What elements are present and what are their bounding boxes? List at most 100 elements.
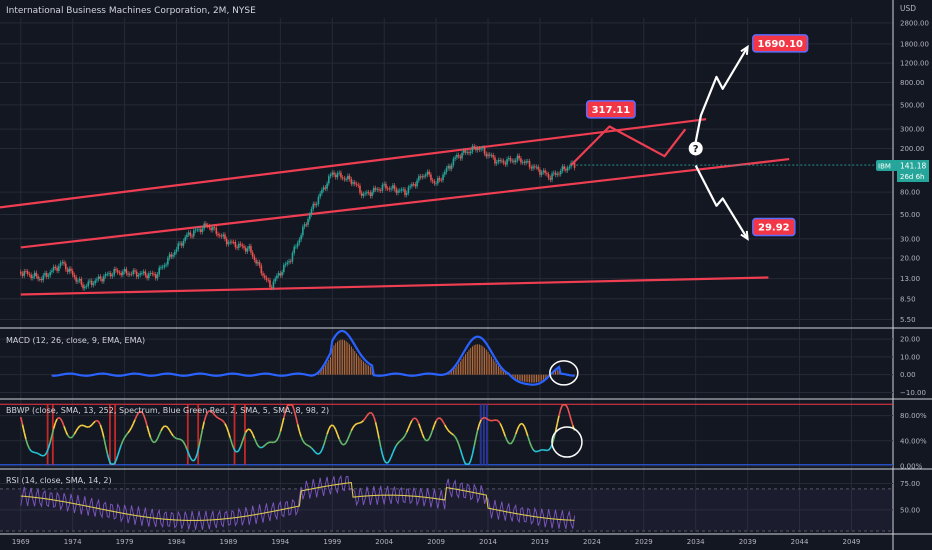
candle-body bbox=[161, 266, 164, 268]
bbwp-segment bbox=[539, 449, 542, 452]
candle-body bbox=[501, 160, 503, 162]
bbwp-low-bar bbox=[479, 404, 482, 465]
x-tick-1974: 1974 bbox=[64, 538, 82, 546]
candle-body bbox=[563, 166, 565, 169]
bbwp-segment bbox=[428, 434, 432, 439]
candle-body bbox=[402, 189, 405, 191]
projection-up[interactable] bbox=[694, 46, 749, 143]
candle-body bbox=[348, 175, 351, 180]
target-tag-1[interactable] bbox=[752, 34, 809, 53]
target-tag-3[interactable] bbox=[752, 217, 796, 237]
candle-body bbox=[392, 185, 394, 189]
trendlines[interactable] bbox=[0, 118, 790, 296]
bbwp-segment bbox=[239, 441, 244, 447]
trendline-1[interactable] bbox=[0, 118, 707, 209]
bbwp-segment bbox=[440, 418, 444, 423]
candle-body bbox=[234, 241, 237, 248]
candle-body bbox=[393, 185, 396, 190]
candle-body bbox=[502, 160, 505, 163]
x-tick-2034: 2034 bbox=[687, 538, 705, 546]
candle-body bbox=[206, 225, 209, 227]
bbwp-segment bbox=[508, 442, 511, 445]
candle-body bbox=[476, 148, 479, 151]
arrow-down-icon[interactable] bbox=[740, 230, 749, 241]
projections[interactable]: ? bbox=[570, 44, 749, 241]
last-price-value: 141.18 bbox=[900, 162, 926, 171]
bbwp-segment bbox=[411, 417, 415, 422]
bbwp-segment bbox=[160, 427, 164, 432]
bbwp-segment bbox=[418, 423, 422, 429]
trendline-2[interactable] bbox=[20, 157, 790, 249]
candle-body bbox=[385, 183, 387, 189]
candle-body bbox=[558, 173, 560, 175]
candle-body bbox=[303, 224, 306, 227]
candle-body bbox=[321, 189, 323, 194]
question-icon[interactable] bbox=[688, 141, 703, 156]
candle-body bbox=[165, 264, 167, 266]
candle-body bbox=[123, 269, 126, 272]
bbwp-segment bbox=[516, 425, 520, 430]
bbwp-segment bbox=[307, 444, 311, 448]
x-tick-2019: 2019 bbox=[531, 538, 549, 546]
bbwp-segment bbox=[106, 453, 110, 461]
projection-red[interactable] bbox=[570, 125, 687, 166]
candle-body bbox=[338, 172, 341, 174]
candle-body bbox=[373, 187, 375, 193]
bbwp-segment bbox=[352, 424, 356, 428]
candle-body bbox=[172, 254, 174, 257]
candle-body bbox=[461, 152, 463, 159]
target-tag-2[interactable] bbox=[585, 100, 636, 119]
candle-body bbox=[97, 276, 100, 280]
candle-body bbox=[59, 262, 62, 267]
bbwp-segment bbox=[196, 446, 200, 454]
candle-body bbox=[295, 246, 297, 248]
macd-tick: 0.00 bbox=[900, 371, 916, 379]
candle-body bbox=[523, 161, 526, 163]
candle-body bbox=[495, 162, 498, 164]
candle-body bbox=[288, 261, 290, 263]
price-tick: 1200.00 bbox=[900, 60, 929, 68]
bbwp-segment bbox=[328, 425, 332, 430]
bbwp-segment bbox=[229, 437, 233, 444]
bbwp-segment bbox=[336, 434, 340, 440]
bbwp-segment bbox=[296, 424, 301, 432]
candle-body bbox=[423, 176, 425, 178]
bbwp-segment bbox=[451, 432, 454, 436]
candle-body bbox=[540, 172, 543, 175]
candle-body bbox=[42, 275, 45, 281]
candle-body bbox=[552, 172, 555, 174]
bbwp-highlight-circle[interactable] bbox=[551, 426, 583, 458]
candle-body bbox=[68, 268, 71, 272]
bbwp-segment bbox=[484, 416, 487, 420]
candle-body bbox=[265, 277, 268, 280]
candle-body bbox=[146, 275, 148, 279]
bbwp-segment bbox=[291, 404, 295, 411]
annotations[interactable]: 1690.10 317.11 29.92 bbox=[585, 34, 809, 237]
bbwp-segment bbox=[219, 418, 222, 421]
candle-body bbox=[445, 168, 448, 173]
bbwp-segment bbox=[132, 419, 136, 425]
bbwp-segment bbox=[400, 437, 404, 441]
macd-highlight-circle[interactable] bbox=[549, 360, 579, 386]
candle-body bbox=[187, 232, 190, 235]
candle-body bbox=[381, 184, 384, 191]
trendline-3[interactable] bbox=[20, 276, 769, 296]
candle-body bbox=[63, 262, 65, 264]
bbwp-segment bbox=[331, 424, 335, 428]
candle-body bbox=[241, 244, 244, 247]
candle-body bbox=[37, 276, 39, 280]
bbwp-segment bbox=[101, 430, 105, 438]
bbwp-segment bbox=[348, 430, 353, 436]
candle-body bbox=[153, 273, 155, 275]
candle-body bbox=[293, 246, 296, 254]
rsi-line bbox=[20, 474, 576, 530]
bbwp-tick: 0.00% bbox=[900, 463, 923, 471]
projection-down[interactable] bbox=[694, 164, 749, 240]
arrow-up-icon[interactable] bbox=[740, 44, 749, 55]
candle-body bbox=[561, 166, 564, 171]
bbwp-segment bbox=[49, 435, 53, 443]
bbwp-segment bbox=[42, 454, 46, 457]
bbwp-segment bbox=[321, 445, 325, 451]
bbwp-segment bbox=[340, 442, 344, 446]
